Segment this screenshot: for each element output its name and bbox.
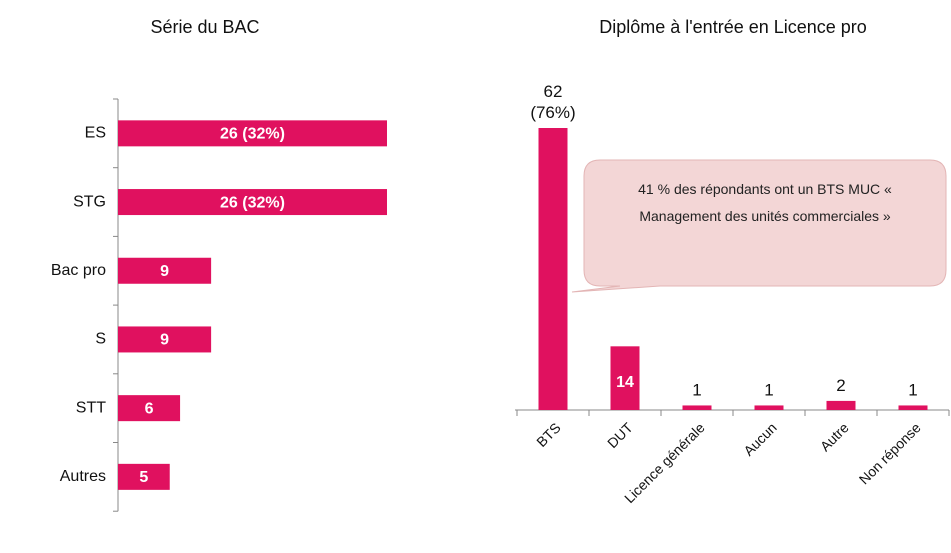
bar xyxy=(682,405,712,410)
y-tick-label: Autres xyxy=(60,468,106,485)
bar xyxy=(118,189,387,216)
bar xyxy=(826,400,856,410)
data-label: 62 (76%) xyxy=(530,82,575,122)
bar xyxy=(118,257,212,284)
chart-title: Série du BAC xyxy=(150,17,259,37)
y-tick-label: ES xyxy=(85,125,106,142)
data-label: 26 (32%) xyxy=(220,194,285,211)
x-tick-label: BTS xyxy=(533,419,564,450)
data-label: 26 (32%) xyxy=(220,126,285,143)
chart-title: Diplôme à l'entrée en Licence pro xyxy=(599,17,867,37)
bar xyxy=(538,128,568,410)
x-tick-label: DUT xyxy=(604,419,636,451)
data-label: 9 xyxy=(160,332,169,349)
bar xyxy=(898,405,928,410)
x-tick-label: Autre xyxy=(817,419,852,454)
y-tick-label: STT xyxy=(76,399,106,416)
annotation: 41 % des répondants ont un BTS MUC « Man… xyxy=(638,181,892,224)
y-tick-label: STG xyxy=(73,193,106,210)
bar xyxy=(610,346,640,410)
data-label: 1 xyxy=(908,381,917,400)
bar xyxy=(754,405,784,410)
data-label: 9 xyxy=(160,263,169,280)
data-label: 14 xyxy=(616,374,634,391)
x-tick-label: Non réponse xyxy=(856,419,924,487)
callout xyxy=(571,159,947,293)
data-label: 1 xyxy=(692,381,701,400)
x-tick-label: Aucun xyxy=(740,419,779,458)
data-label: 2 xyxy=(836,376,845,395)
bar xyxy=(118,395,181,422)
data-label: 6 xyxy=(145,400,154,417)
data-label: 5 xyxy=(139,469,148,486)
y-tick-label: S xyxy=(95,331,106,348)
bar xyxy=(118,120,387,147)
bar xyxy=(118,463,170,490)
y-tick-label: Bac pro xyxy=(51,262,106,279)
bar xyxy=(118,326,212,353)
data-label: 1 xyxy=(764,381,773,400)
